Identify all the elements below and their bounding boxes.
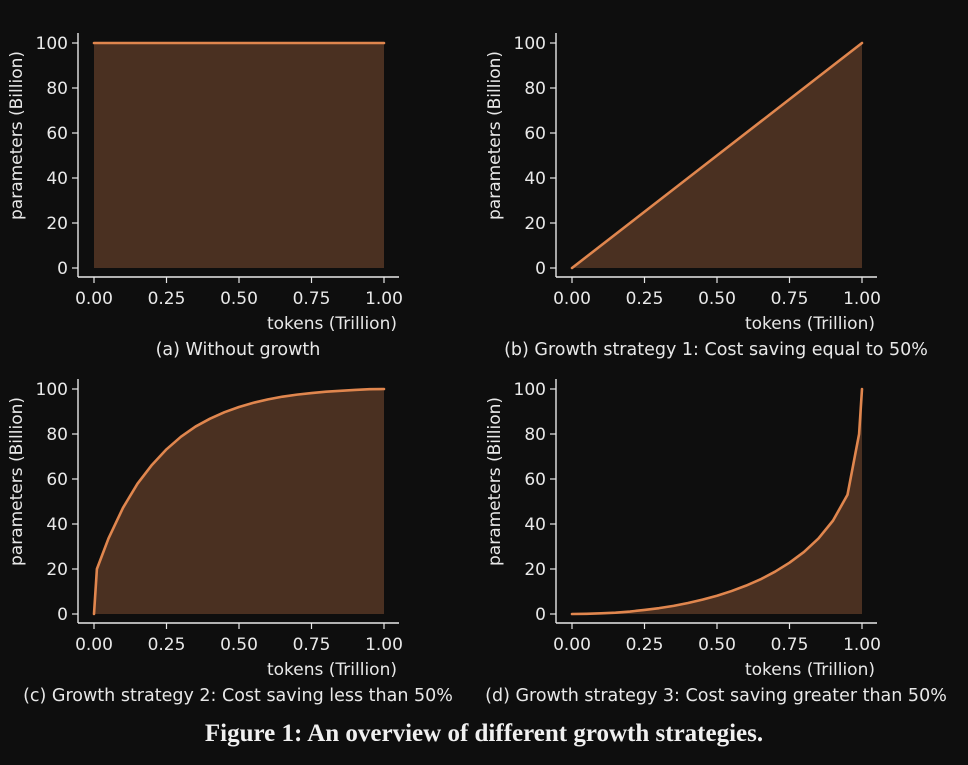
subplot-caption: (b) Growth strategy 1: Cost saving equal… bbox=[504, 340, 928, 360]
x-tick-label: 0.75 bbox=[771, 289, 809, 309]
area-fill bbox=[572, 389, 862, 614]
y-tick-label: 80 bbox=[46, 79, 68, 99]
subplot-caption: (c) Growth strategy 2: Cost saving less … bbox=[23, 686, 453, 706]
x-tick-label: 0.50 bbox=[220, 635, 258, 655]
x-tick-label: 1.00 bbox=[365, 289, 403, 309]
chart-panel-3: 0.00 0.25 0.50 0.75 1.00 0 20 40 60 80 100 tokens (… bbox=[7, 379, 453, 706]
area-fill bbox=[94, 43, 384, 268]
y-tick-label: 20 bbox=[524, 214, 546, 234]
x-axis-label: tokens (Trillion) bbox=[745, 314, 875, 334]
x-axis-label: tokens (Trillion) bbox=[745, 660, 875, 680]
y-tick-label: 100 bbox=[36, 380, 68, 400]
x-tick-label: 0.75 bbox=[293, 289, 331, 309]
y-tick-label: 20 bbox=[46, 560, 68, 580]
x-axis-label: tokens (Trillion) bbox=[267, 314, 397, 334]
x-tick-label: 1.00 bbox=[365, 635, 403, 655]
x-tick-label: 0.75 bbox=[771, 635, 809, 655]
y-tick-label: 80 bbox=[524, 425, 546, 445]
y-axis-label: parameters (Billion) bbox=[485, 397, 505, 566]
y-tick-label: 0 bbox=[535, 605, 546, 625]
x-tick-label: 0.25 bbox=[148, 289, 186, 309]
y-tick-label: 0 bbox=[57, 259, 68, 279]
y-tick-label: 60 bbox=[46, 124, 68, 144]
x-tick-label: 0.00 bbox=[75, 289, 113, 309]
x-tick-label: 0.25 bbox=[626, 289, 664, 309]
chart-panel-1: 0.00 0.25 0.50 0.75 1.00 0 20 40 60 80 100 tokens (… bbox=[7, 33, 403, 360]
y-tick-label: 40 bbox=[46, 169, 68, 189]
y-axis-label: parameters (Billion) bbox=[485, 51, 505, 220]
x-tick-label: 0.00 bbox=[553, 289, 591, 309]
x-tick-label: 0.50 bbox=[220, 289, 258, 309]
x-tick-label: 0.25 bbox=[626, 635, 664, 655]
y-tick-label: 20 bbox=[524, 560, 546, 580]
chart-panel-2: 0.00 0.25 0.50 0.75 1.00 0 20 40 60 80 100 tokens (… bbox=[485, 33, 928, 360]
x-tick-label: 0.75 bbox=[293, 635, 331, 655]
area-fill bbox=[94, 389, 384, 614]
y-axis-label: parameters (Billion) bbox=[7, 397, 27, 566]
x-tick-label: 0.25 bbox=[148, 635, 186, 655]
subplot-caption: (a) Without growth bbox=[156, 340, 321, 360]
y-tick-label: 0 bbox=[57, 605, 68, 625]
x-tick-label: 0.00 bbox=[75, 635, 113, 655]
y-tick-label: 20 bbox=[46, 214, 68, 234]
y-tick-label: 40 bbox=[46, 515, 68, 535]
y-tick-label: 60 bbox=[46, 470, 68, 490]
y-tick-label: 80 bbox=[46, 425, 68, 445]
figure-caption: Figure 1: An overview of different growt… bbox=[204, 720, 764, 747]
y-tick-label: 40 bbox=[524, 169, 546, 189]
x-tick-label: 0.50 bbox=[698, 289, 736, 309]
x-tick-label: 0.00 bbox=[553, 635, 591, 655]
x-tick-label: 1.00 bbox=[843, 635, 881, 655]
y-axis-label: parameters (Billion) bbox=[7, 51, 27, 220]
y-tick-label: 100 bbox=[36, 34, 68, 54]
x-tick-label: 0.50 bbox=[698, 635, 736, 655]
y-tick-label: 60 bbox=[524, 124, 546, 144]
x-tick-label: 1.00 bbox=[843, 289, 881, 309]
chart-panel-4: 0.00 0.25 0.50 0.75 1.00 0 20 40 60 80 100 tokens (… bbox=[485, 379, 947, 706]
x-axis-label: tokens (Trillion) bbox=[267, 660, 397, 680]
y-tick-label: 100 bbox=[514, 380, 546, 400]
series-line bbox=[570, 387, 864, 616]
y-tick-label: 60 bbox=[524, 470, 546, 490]
subplot-caption: (d) Growth strategy 3: Cost saving great… bbox=[485, 686, 947, 706]
series-line bbox=[92, 387, 386, 616]
y-tick-label: 80 bbox=[524, 79, 546, 99]
y-tick-label: 100 bbox=[514, 34, 546, 54]
series-line bbox=[570, 41, 864, 270]
y-tick-label: 0 bbox=[535, 259, 546, 279]
y-tick-label: 40 bbox=[524, 515, 546, 535]
